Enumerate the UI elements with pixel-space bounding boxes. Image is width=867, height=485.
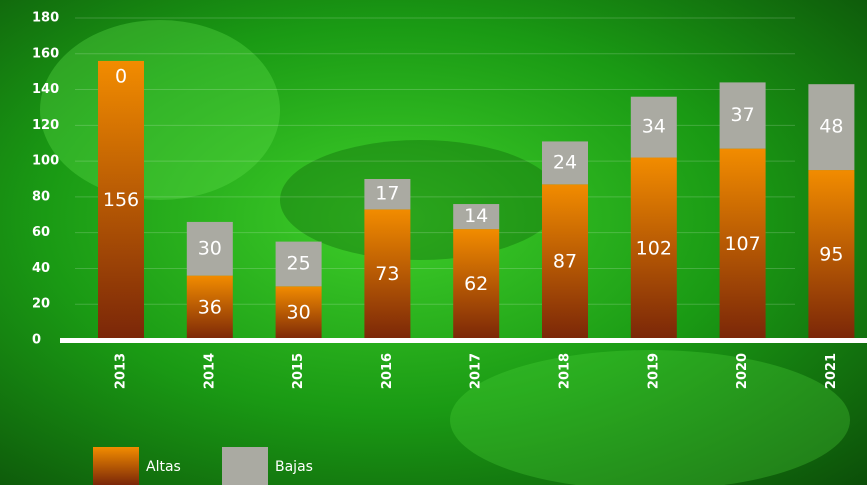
y-tick-label: 20 — [32, 297, 50, 312]
bar — [186, 275, 233, 340]
value-label: 36 — [198, 296, 222, 318]
value-label: 30 — [287, 302, 311, 324]
y-tick-label: 140 — [32, 82, 59, 97]
bar — [186, 221, 233, 276]
value-label: 62 — [464, 273, 488, 295]
legend-label: Bajas — [275, 459, 313, 475]
x-tick-label: 2016 — [380, 353, 395, 389]
value-label: 48 — [819, 116, 843, 138]
leaf — [40, 20, 280, 200]
legend-swatch — [93, 447, 139, 485]
bar — [808, 84, 855, 171]
value-label: 25 — [287, 252, 311, 274]
value-label: 14 — [464, 205, 488, 227]
bar — [542, 141, 588, 185]
y-tick-label: 160 — [32, 46, 59, 61]
bar — [630, 96, 677, 158]
value-label: 102 — [636, 237, 672, 259]
value-label: 24 — [553, 151, 577, 173]
x-tick-label: 2013 — [114, 353, 129, 389]
x-tick-label: 2017 — [469, 353, 484, 389]
legend-swatch — [222, 447, 268, 485]
y-tick-label: 60 — [32, 225, 50, 240]
bar — [364, 179, 411, 210]
bar — [275, 286, 322, 340]
legend-label: Altas — [146, 459, 181, 475]
bar — [542, 184, 588, 340]
value-label: 37 — [731, 104, 755, 126]
bar — [453, 204, 500, 230]
y-tick-label: 0 — [32, 333, 41, 348]
value-label: 95 — [819, 244, 843, 266]
value-label: 156 — [103, 189, 139, 211]
x-tick-label: 2021 — [824, 353, 839, 389]
y-tick-label: 100 — [32, 154, 59, 169]
value-label: 87 — [553, 251, 577, 273]
x-tick-label: 2014 — [202, 353, 217, 389]
bar — [98, 60, 144, 340]
value-label: 17 — [375, 183, 399, 205]
bar — [808, 170, 855, 340]
x-tick-label: 2018 — [558, 353, 573, 389]
bar — [275, 241, 322, 287]
value-label: 30 — [198, 237, 222, 259]
bar — [719, 148, 766, 340]
value-label: 107 — [724, 233, 760, 255]
y-tick-label: 80 — [32, 189, 50, 204]
bar — [630, 157, 677, 340]
y-tick-label: 40 — [32, 261, 50, 276]
leaf — [280, 140, 560, 260]
bar — [719, 82, 766, 149]
y-tick-label: 120 — [32, 118, 59, 133]
bar — [453, 229, 500, 340]
value-label: 73 — [375, 263, 399, 285]
bar — [364, 209, 411, 340]
value-label: 0 — [115, 65, 127, 87]
x-tick-label: 2019 — [646, 353, 661, 389]
leaf — [450, 350, 850, 485]
y-tick-label: 180 — [32, 11, 59, 26]
x-axis — [60, 338, 867, 343]
x-tick-label: 2020 — [735, 353, 750, 389]
x-tick-label: 2015 — [291, 353, 306, 389]
value-label: 34 — [642, 116, 666, 138]
